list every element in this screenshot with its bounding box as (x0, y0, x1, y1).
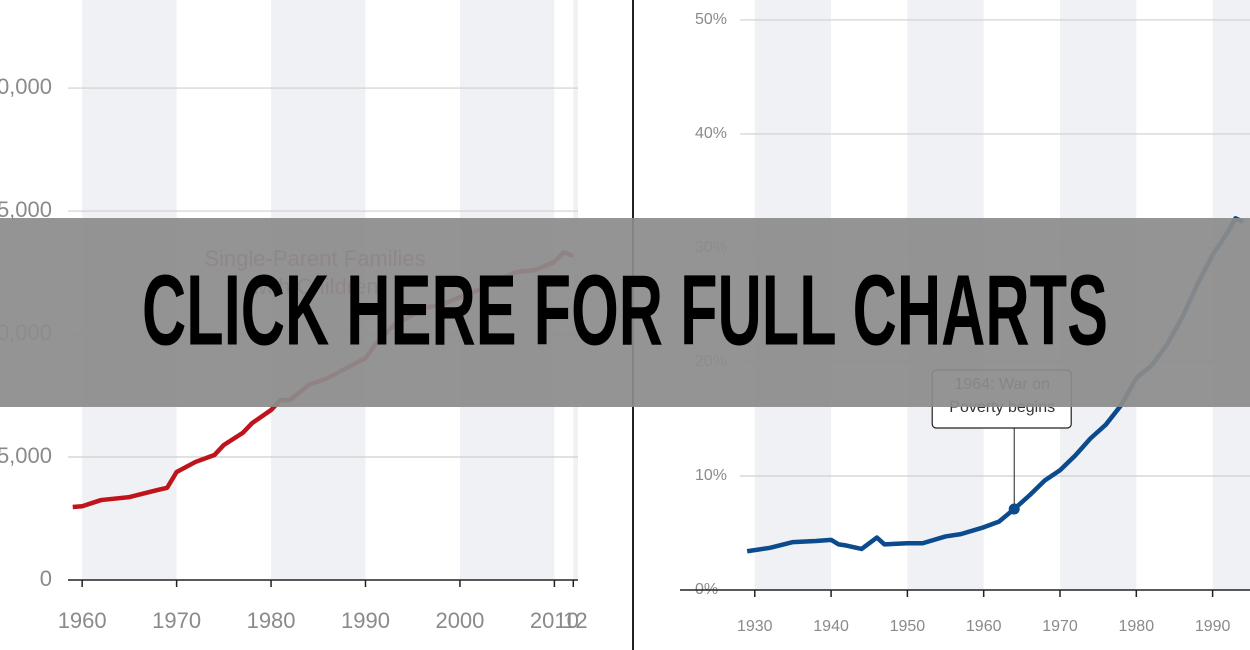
x-tick-label: 1980 (1119, 618, 1155, 635)
y-tick-label: 40% (695, 125, 727, 142)
y-tick-label: 10% (695, 467, 727, 484)
x-tick-label: 1970 (152, 608, 201, 633)
y-tick-label: 50% (695, 11, 727, 28)
x-tick-label: 2000 (435, 608, 484, 633)
x-tick-label: 1990 (341, 608, 390, 633)
y-tick-label: 5,000 (0, 443, 52, 468)
x-tick-label: 1960 (58, 608, 107, 633)
x-tick-label: 2010 (530, 608, 579, 633)
chart-title: PERCENT OF CHILDREN BORN OUT OF WEDLOCK (695, 0, 1064, 4)
highlight-dot (1008, 503, 1020, 515)
x-tick-label: 1930 (737, 618, 773, 635)
y-tick-label: 20,000 (0, 74, 52, 99)
x-tick-label: 1990 (1195, 618, 1231, 635)
y-tick-label: 15,000 (0, 197, 52, 222)
x-tick-label: 1970 (1042, 618, 1078, 635)
banner[interactable] (0, 218, 1250, 407)
x-tick-label: 1940 (813, 618, 849, 635)
x-tick-label: 1950 (890, 618, 926, 635)
x-tick-label: 1960 (966, 618, 1002, 635)
y-tick-label: 0 (40, 566, 52, 591)
overlay-banner[interactable]: CLICK HERE FOR FULL CHARTS (0, 218, 1250, 407)
banner-text[interactable]: CLICK HERE FOR FULL CHARTS (142, 254, 1108, 366)
x-tick-label: 1980 (247, 608, 296, 633)
x-tick-label: '12 (559, 608, 588, 633)
